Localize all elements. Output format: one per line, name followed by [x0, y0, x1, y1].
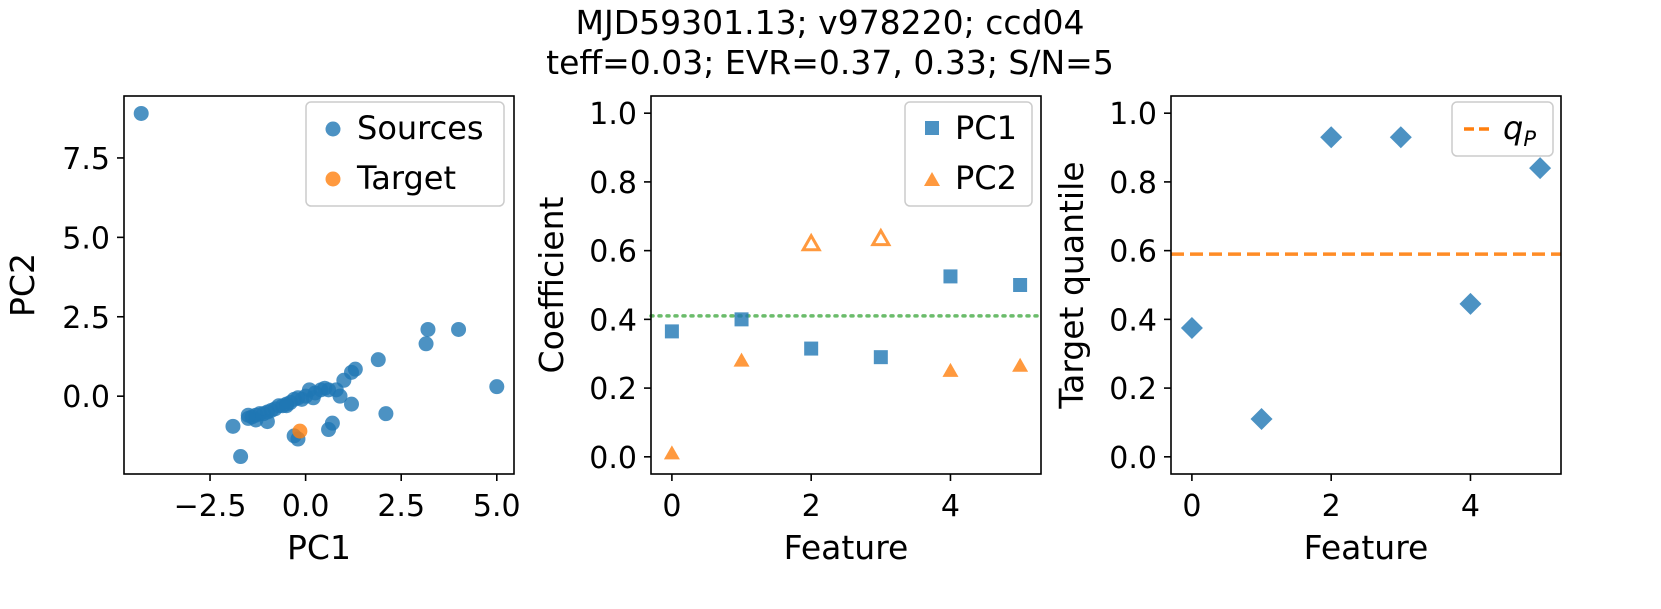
x-axis-label: Feature [1304, 528, 1429, 567]
quantile-point [1320, 126, 1343, 149]
legend: qP [1451, 101, 1554, 157]
pc1-point [873, 350, 888, 365]
x-tick-label: 0 [1182, 489, 1201, 524]
pc2-point [1012, 357, 1029, 372]
sources-point [225, 418, 241, 434]
legend-pc2-marker [924, 172, 940, 186]
axes-frame [123, 95, 515, 475]
x-tick-label: 4 [941, 489, 960, 524]
legend-box [1451, 101, 1554, 157]
figure-title-line2: teff=0.03; EVR=0.37, 0.33; S/N=5 [546, 43, 1114, 82]
legend-box [305, 101, 505, 207]
y-tick-label: 1.0 [589, 97, 637, 132]
target-quantile-panel: 0 2 4 0.0 0.2 0.4 0.6 0.8 1.0 Feature Target quant… [1052, 95, 1562, 567]
x-tick-label: 2.5 [377, 489, 425, 524]
legend-qp-subscript: P [1523, 127, 1536, 151]
pc2-point [733, 352, 750, 367]
quantile-point [1250, 408, 1273, 431]
sources-point [133, 105, 149, 121]
sources-point [420, 321, 436, 337]
quantile-point [1389, 126, 1412, 149]
y-tick-label: 0.2 [1109, 372, 1157, 407]
sources-point [279, 398, 294, 414]
pc2-point [663, 445, 680, 460]
y-tick-label: 7.5 [62, 142, 110, 177]
sources-point [451, 321, 467, 337]
legend-pc2-label: PC2 [955, 159, 1017, 197]
y-tick-label: 0.6 [589, 235, 637, 270]
sources-point [305, 390, 321, 406]
x-tick-label: 2 [1322, 489, 1341, 524]
legend: Sources Target [305, 101, 505, 207]
x-axis-label: Feature [784, 528, 909, 567]
sources-point [332, 388, 348, 404]
sources-point [418, 336, 434, 352]
y-tick-label: 1.0 [1109, 97, 1157, 132]
sources-point [259, 414, 275, 430]
sources-point [370, 352, 386, 368]
legend-qp-symbol: q [1503, 109, 1523, 147]
y-axis-label: PC2 [3, 253, 42, 317]
y-tick-label: 0.0 [62, 380, 110, 415]
legend-pc1-marker [925, 121, 939, 135]
axes-frame [650, 95, 1042, 475]
y-tick-label: 0.6 [1109, 235, 1157, 270]
pca-scatter-panel: −2.5 0.0 2.5 5.0 0.0 2.5 5.0 7.5 PC1 PC2 Sources Ta… [3, 95, 521, 567]
quantile-point [1529, 157, 1552, 180]
y-axis-label: Target quantile [1052, 161, 1091, 409]
x-tick-label: 0 [662, 489, 681, 524]
target-point [292, 423, 308, 439]
legend-qp-label: qP [1503, 109, 1536, 151]
sources-point [378, 406, 394, 422]
sources-point [344, 396, 359, 412]
pc1-point [804, 341, 819, 356]
x-tick-label: 4 [1461, 489, 1480, 524]
y-tick-label: 0.8 [1109, 166, 1157, 201]
y-tick-label: 0.2 [589, 372, 637, 407]
x-axis-label: PC1 [287, 528, 351, 567]
legend-sources-marker [325, 121, 341, 137]
y-tick-label: 0.4 [1109, 303, 1157, 338]
legend-target-marker [325, 171, 341, 187]
sources-point [240, 407, 256, 423]
y-tick-label: 2.5 [62, 301, 110, 336]
x-tick-label: 0.0 [282, 489, 330, 524]
quantile-point [1459, 292, 1482, 315]
legend-pc1-label: PC1 [955, 109, 1017, 147]
pc2-point [942, 362, 959, 377]
sources-point [489, 379, 505, 395]
pc1-point [734, 312, 749, 327]
y-tick-label: 0.0 [1109, 441, 1157, 476]
y-tick-label: 0.4 [589, 303, 637, 338]
x-tick-label: 5.0 [473, 489, 521, 524]
pc2-point [870, 227, 892, 247]
sources-point [321, 422, 337, 438]
pc1-point [1013, 278, 1028, 292]
axes-frame [1170, 95, 1562, 475]
y-axis-label: Coefficient [532, 196, 571, 373]
legend-target-label: Target [356, 159, 456, 197]
x-tick-label: −2.5 [174, 489, 247, 524]
y-tick-label: 0.8 [589, 166, 637, 201]
pc1-point [943, 269, 958, 284]
y-tick-label: 5.0 [62, 221, 110, 256]
pc2-point [800, 232, 822, 252]
coefficient-panel: 0 2 4 0.0 0.2 0.4 0.6 0.8 1.0 Feature Coefficient P… [532, 95, 1043, 567]
sources-point [317, 380, 333, 396]
legend-sources-label: Sources [357, 109, 484, 147]
figure-title-line1: MJD59301.13; v978220; ccd04 [575, 3, 1084, 42]
sources-point [233, 449, 249, 465]
quantile-point [1180, 316, 1203, 339]
pc1-point [664, 324, 679, 339]
x-tick-label: 2 [802, 489, 821, 524]
y-tick-label: 0.0 [589, 441, 637, 476]
